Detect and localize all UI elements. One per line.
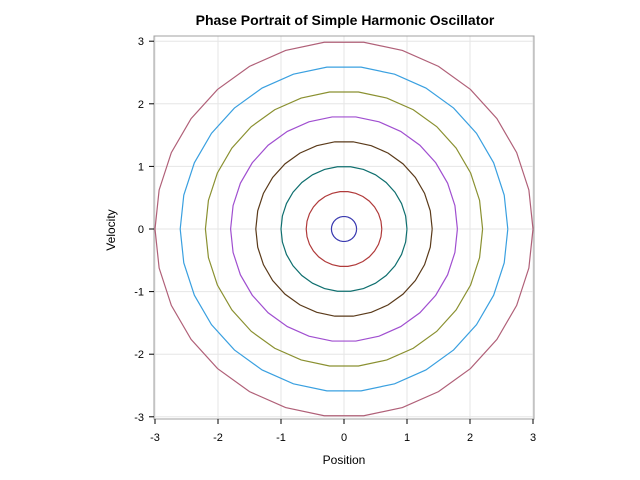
x-axis-label: Position	[323, 453, 366, 467]
y-tick-label: 3	[138, 36, 144, 48]
x-tick-label: -2	[213, 432, 223, 444]
y-tick-label: -2	[134, 349, 144, 361]
x-tick-label: 0	[341, 432, 347, 444]
x-tick-label: -3	[150, 432, 160, 444]
x-tick-label: 3	[530, 432, 536, 444]
y-tick-label: -1	[134, 287, 144, 299]
orbit-series-3	[255, 141, 433, 317]
y-tick-label: 1	[138, 161, 144, 173]
orbit-series-6	[179, 66, 509, 392]
x-axis: -3 -2 -1 0 1 2 3	[150, 419, 536, 444]
chart-title: Phase Portrait of Simple Harmonic Oscill…	[196, 12, 495, 28]
y-axis-label: Velocity	[104, 209, 118, 250]
y-tick-label: -3	[134, 412, 144, 424]
y-tick-label: 2	[138, 99, 144, 111]
x-tick-label: 1	[404, 432, 410, 444]
orbit-series-2	[280, 166, 408, 292]
y-axis: -3 -2 -1 0 1 2 3	[134, 36, 154, 424]
y-tick-label: 0	[138, 224, 144, 236]
series-layer	[154, 41, 534, 417]
orbit-series-4	[229, 116, 458, 342]
orbit-series-1	[305, 191, 383, 267]
x-tick-label: 2	[467, 432, 473, 444]
x-tick-label: -1	[276, 432, 286, 444]
orbit-series-0	[330, 215, 358, 243]
orbit-series-5	[204, 91, 484, 367]
orbit-series-7	[154, 41, 534, 417]
